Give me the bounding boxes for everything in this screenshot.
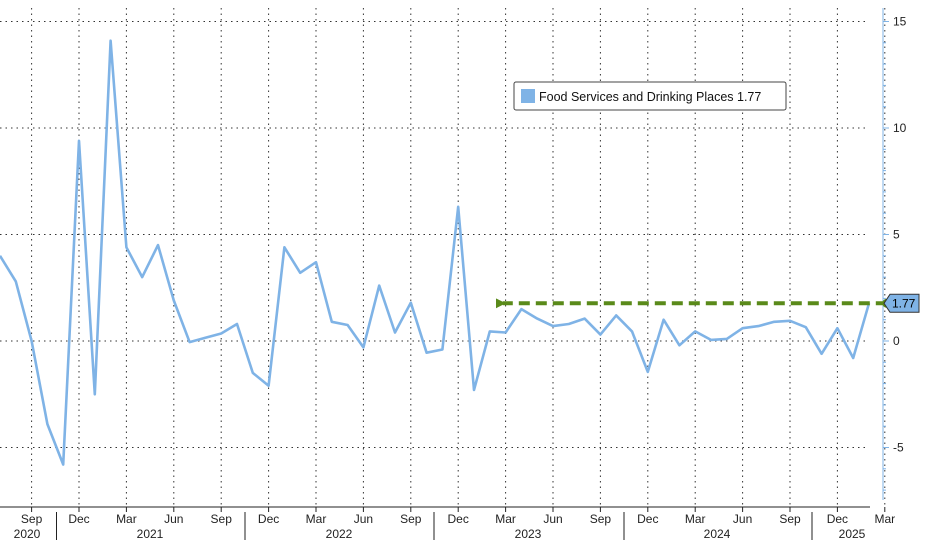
y-tick-label: 10 <box>893 121 907 135</box>
legend-box <box>513 81 787 111</box>
x-tick-label: Jun <box>543 512 562 526</box>
series-layer <box>0 39 871 466</box>
axes <box>0 8 884 508</box>
x-tick-label: Dec <box>258 512 279 526</box>
x-tick-label: Sep <box>590 512 612 526</box>
x-year-label: 2025 <box>839 527 866 541</box>
x-tick-label: Mar <box>306 512 327 526</box>
annotation-layer <box>495 298 892 309</box>
last-value-badge-shape <box>883 293 920 313</box>
x-tick-label: Mar <box>685 512 706 526</box>
series-line <box>0 39 871 466</box>
x-year-label: 2023 <box>515 527 542 541</box>
x-tick-label: Sep <box>21 512 43 526</box>
x-year-label: 2024 <box>704 527 731 541</box>
x-tick-label: Dec <box>448 512 469 526</box>
y-axis-ticks: 15 10 5 0 -5 <box>883 15 907 491</box>
y-tick-label: 0 <box>893 334 900 348</box>
x-year-label: 2021 <box>137 527 164 541</box>
y-tick-label: 5 <box>893 228 900 242</box>
x-tick-label: Mar <box>495 512 516 526</box>
x-tick-label: Dec <box>827 512 848 526</box>
y-tick-label: -5 <box>893 441 904 455</box>
x-tick-label: Mar <box>874 512 895 526</box>
x-tick-label: Dec <box>637 512 658 526</box>
last-value-label: 1.77 <box>892 296 916 310</box>
x-tick-label: Sep <box>400 512 422 526</box>
y-tick-label: 15 <box>893 15 907 29</box>
legend-swatch <box>521 89 535 103</box>
x-axis-ticks: Sep Dec Mar Jun Sep Dec Mar Jun Sep Dec Mar Jun Sep D… <box>14 507 895 541</box>
x-tick-label: Mar <box>116 512 137 526</box>
x-tick-label: Sep <box>211 512 233 526</box>
x-tick-label: Jun <box>354 512 373 526</box>
x-year-label: 2020 <box>14 527 41 541</box>
x-tick-label: Sep <box>779 512 801 526</box>
legend-label: Food Services and Drinking Places 1.77 <box>539 90 761 104</box>
legend: Food Services and Drinking Places 1.77 <box>513 81 787 111</box>
last-value-badge: 1.77 <box>883 293 920 313</box>
x-year-label: 2022 <box>326 527 353 541</box>
x-tick-label: Jun <box>733 512 752 526</box>
x-tick-label: Dec <box>68 512 89 526</box>
x-tick-label: Jun <box>164 512 183 526</box>
